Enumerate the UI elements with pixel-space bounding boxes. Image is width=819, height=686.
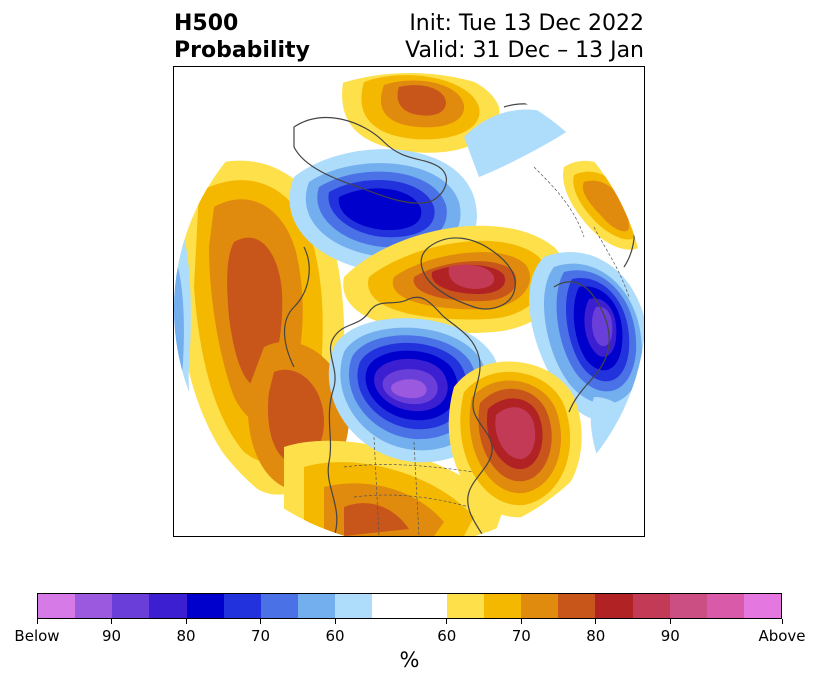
anomaly-above-east-siberia xyxy=(342,73,500,153)
map-frame xyxy=(173,66,645,537)
colorbar xyxy=(37,593,782,619)
colorbar-tick-label: Above xyxy=(758,627,806,645)
colorbar-unit: % xyxy=(399,648,420,672)
colorbar-tick-label: 70 xyxy=(250,627,271,645)
political-borders xyxy=(343,166,630,536)
colorbar-tick xyxy=(520,619,522,624)
colorbar-segment xyxy=(38,594,76,618)
colorbar-tick xyxy=(334,619,336,624)
colorbar-segment xyxy=(298,594,336,618)
colorbar-segment xyxy=(483,594,522,618)
colorbar-segment xyxy=(260,594,299,618)
colorbar-segment xyxy=(521,594,559,618)
colorbar-segment xyxy=(706,594,744,618)
colorbar-tick-label: 70 xyxy=(511,627,531,645)
colorbar-segment xyxy=(669,594,707,618)
colorbar-tick-label: Below xyxy=(14,627,60,645)
colorbar-segment xyxy=(558,594,596,618)
colorbar-tick xyxy=(260,619,261,624)
anomaly-above-southern-us xyxy=(284,440,504,536)
colorbar-segment xyxy=(446,594,484,618)
anomaly-above-greenland xyxy=(343,225,566,334)
init-date: Init: Tue 13 Dec 2022 xyxy=(409,11,644,36)
colorbar-segment xyxy=(112,594,150,618)
colorbar-segment xyxy=(186,594,224,618)
colorbar-tick-label: 90 xyxy=(660,627,680,645)
title-right: Init: Tue 13 Dec 2022 Valid: 31 Dec – 13… xyxy=(405,10,644,64)
colorbar-segment xyxy=(223,594,261,618)
colorbar-segment xyxy=(595,594,633,618)
probability-map xyxy=(174,73,644,536)
title-variable: H500 xyxy=(174,11,239,36)
anomaly-below-central-canada xyxy=(328,318,503,463)
colorbar-tick-label: 60 xyxy=(437,627,457,645)
colorbar-segment xyxy=(632,594,670,618)
colorbar-tick xyxy=(781,619,783,624)
colorbar-segment xyxy=(372,594,410,618)
valid-range: Valid: 31 Dec – 13 Jan xyxy=(405,38,644,63)
colorbar-segment xyxy=(409,594,447,618)
colorbar-tick-label: 60 xyxy=(325,627,345,645)
colorbar-tick xyxy=(36,619,38,624)
colorbar-tick xyxy=(669,619,671,624)
colorbar-segment xyxy=(335,594,373,618)
colorbar-segment xyxy=(149,594,187,618)
colorbar-tick xyxy=(185,619,187,624)
colorbar-tick xyxy=(595,619,597,624)
colorbar-tick xyxy=(111,619,112,624)
title-left: H500 Probability xyxy=(174,10,310,64)
anomaly-below-north-atlantic-band xyxy=(464,109,574,177)
colorbar-segment xyxy=(743,594,782,618)
anomaly-below-east-atlantic-band xyxy=(590,397,644,497)
anomaly-below-europe xyxy=(529,252,644,421)
colorbar-tick xyxy=(446,619,448,624)
anomaly-above-western-atlantic xyxy=(448,361,582,518)
colorbar-tick-label: 80 xyxy=(586,627,606,645)
title-subtitle: Probability xyxy=(174,38,310,63)
colorbar-ticks xyxy=(36,619,783,627)
colorbar-segment xyxy=(75,594,113,618)
colorbar-tick-label: 90 xyxy=(101,627,122,645)
anomaly-below-arctic-canada xyxy=(289,149,477,273)
colorbar-tick-label: 80 xyxy=(176,627,196,645)
